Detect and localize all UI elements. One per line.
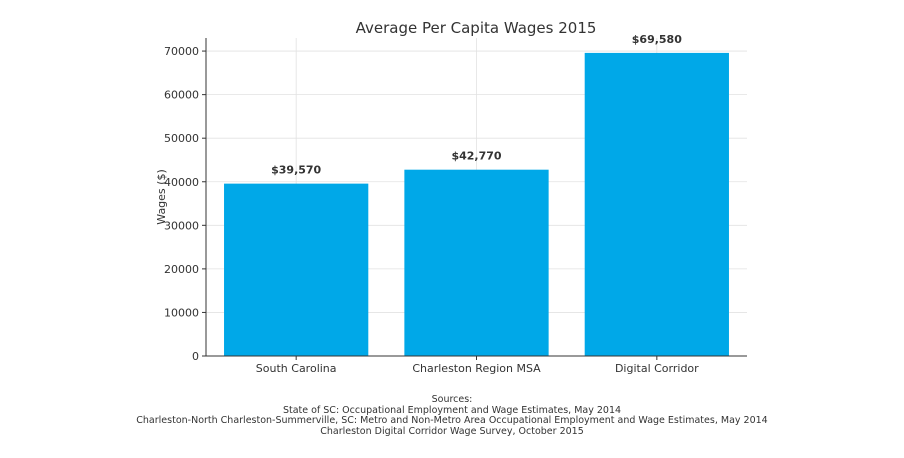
y-tick-label: 10000 [164, 306, 199, 319]
y-tick-label: 20000 [164, 263, 199, 276]
sources-footnote: Sources: State of SC: Occupational Emplo… [0, 394, 904, 437]
y-tick-label: 70000 [164, 45, 199, 58]
source-line: State of SC: Occupational Employment and… [282, 404, 622, 416]
y-axis-label: Wages ($) [155, 169, 168, 224]
axes [202, 38, 747, 360]
y-tick-label: 30000 [164, 219, 199, 232]
source-line: Charleston Digital Corridor Wage Survey,… [320, 425, 584, 437]
y-tick-label: 50000 [164, 132, 199, 145]
y-tick-label: 60000 [164, 89, 199, 102]
x-tick-label: South Carolina [256, 362, 337, 375]
y-tick-label: 40000 [164, 176, 199, 189]
x-tick-label: Charleston Region MSA [412, 362, 541, 375]
x-tick-label: Digital Corridor [615, 362, 699, 375]
bars [224, 52, 729, 357]
sources-heading: Sources: [431, 394, 473, 405]
bar [224, 183, 369, 356]
bar [584, 52, 729, 357]
source-line: Charleston-North Charleston-Summerville,… [136, 415, 768, 426]
chart-title: Average Per Capita Wages 2015 [356, 19, 597, 37]
bar-value-label: $39,570 [271, 164, 321, 177]
y-tick-label: 0 [192, 350, 199, 363]
bar-value-label: $42,770 [451, 150, 501, 163]
labels: 0 10000 20000 30000 40000 50000 60000 70000 Sout… [164, 33, 699, 375]
bar [404, 169, 549, 356]
bar-value-label: $69,580 [632, 33, 682, 46]
